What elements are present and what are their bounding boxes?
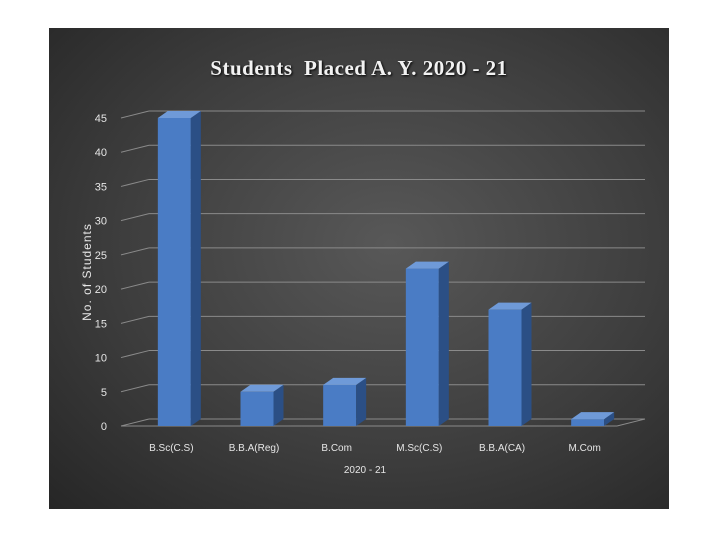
bar-top [571,412,615,420]
bar-front [571,419,605,426]
gridline-depth [120,213,150,222]
chart-panel: Students Placed A. Y. 2020 - 21 0 5 10 15 20… [49,28,669,509]
y-axis-title: No. of Students [80,223,94,321]
y-tick-label: 15 [95,318,107,330]
y-tick-label: 10 [95,353,107,365]
gridline-depth [120,315,150,324]
floor-right-edge [616,418,646,427]
bar [488,302,532,426]
bar-side [356,377,367,426]
bar-top [488,302,532,310]
bar-front [488,309,522,426]
y-tick-label: 20 [95,284,107,296]
bar-side [190,111,201,426]
gridline-depth [120,384,150,393]
bar-top [405,261,449,269]
x-tick-label: B.B.A(CA) [479,443,525,454]
bar-front [240,391,274,426]
x-tick-label: B.Sc(C.S) [149,443,193,454]
bar-side [604,412,615,426]
bar-top [323,377,367,385]
bars [157,111,615,426]
gridline-depth [120,418,150,427]
gridline-depth [120,281,150,290]
y-tick-label: 5 [101,387,107,399]
bar [323,377,367,426]
x-tick-label: M.Sc(C.S) [396,443,442,454]
gridline-depth [120,350,150,359]
gridline-depth [120,178,150,187]
bar [157,111,201,426]
bar-top [240,384,284,392]
y-tick-label: 0 [101,421,107,433]
axis-labels: 0 5 10 15 20 25 30 35 40 45 B.Sc(C.S) B.B.A(Reg) B.C… [80,113,601,476]
bar-front [405,268,439,426]
bar-side [273,384,284,426]
x-tick-label: B.Com [321,443,352,454]
y-tick-label: 35 [95,181,107,193]
chart-title: Students Placed A. Y. 2020 - 21 [210,56,508,80]
bar-front [323,384,357,426]
x-axis-title: 2020 - 21 [344,465,387,476]
y-tick-label: 25 [95,250,107,262]
bar [240,384,284,426]
bar-side [521,302,532,426]
bar-front [157,118,191,426]
y-tick-label: 40 [95,147,107,159]
gridline-depth [120,110,150,119]
y-tick-label: 30 [95,216,107,228]
x-tick-label: B.B.A(Reg) [229,443,280,454]
bar [405,261,449,426]
y-tick-label: 45 [95,113,107,125]
gridline-depth [120,144,150,153]
gridline-depth [120,247,150,256]
bar-top [157,111,201,118]
bar-side [438,261,449,426]
grid-lines [120,110,646,427]
bar-chart: 0 5 10 15 20 25 30 35 40 45 B.Sc(C.S) B.B.A(Reg) B.C… [80,110,646,476]
bar [571,412,615,426]
x-tick-label: M.Com [569,443,601,454]
